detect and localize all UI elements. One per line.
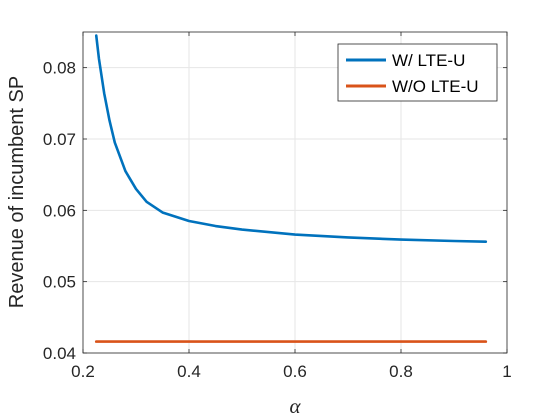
y-tick-label: 0.08: [43, 59, 76, 78]
y-tick-label: 0.06: [43, 201, 76, 220]
series-lines: [94, 34, 488, 343]
axis-ticks: 0.2 0.4 0.6 0.8 1 0.04 0.05 0.06 0.07 0.08: [43, 32, 512, 381]
x-tick-label: 0.2: [71, 362, 95, 381]
x-tick-label: 1: [502, 362, 511, 381]
y-tick-label: 0.07: [43, 130, 76, 149]
x-tick-label: 0.6: [283, 362, 307, 381]
legend-label-wo-lte-u: W/O LTE-U: [392, 77, 479, 96]
y-tick-label: 0.04: [43, 344, 76, 363]
x-tick-label: 0.8: [389, 362, 413, 381]
y-tick-label: 0.05: [43, 273, 76, 292]
x-axis-label: α: [289, 394, 301, 418]
y-axis-label: Revenue of incumbent SP: [6, 76, 28, 308]
legend-label-w-lte-u: W/ LTE-U: [392, 51, 465, 70]
series-line-1: [94, 34, 488, 244]
legend-box: [337, 43, 498, 102]
legend: W/ LTE-U W/O LTE-U: [337, 43, 498, 102]
x-tick-label: 0.4: [177, 362, 201, 381]
